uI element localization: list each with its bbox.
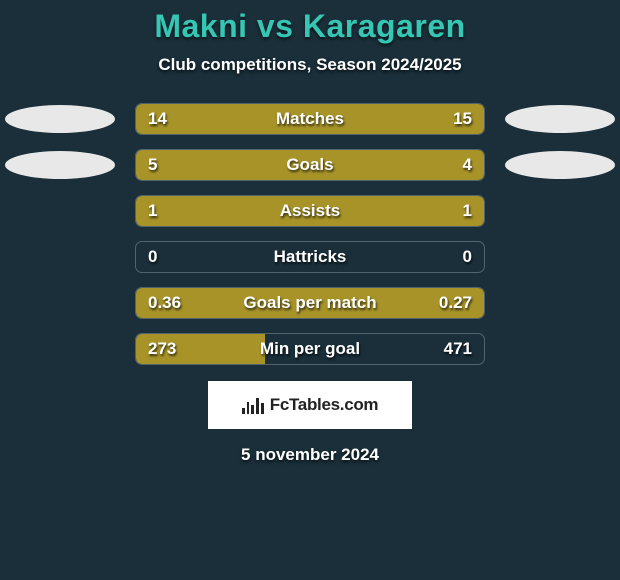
- player-badge-left: [5, 105, 115, 133]
- stats-area: 14 Matches 15 5 Goals 4 1 Assists 1 0 Hattricks 0 0.…: [0, 103, 620, 365]
- fill-right: [331, 150, 484, 180]
- date-label: 5 november 2024: [241, 445, 379, 465]
- stat-bar: 14 Matches 15: [135, 103, 485, 135]
- value-left: 5: [148, 155, 157, 175]
- stat-row: 5 Goals 4: [0, 149, 620, 181]
- player-badge-right: [505, 105, 615, 133]
- page-title: Makni vs Karagaren: [154, 8, 465, 45]
- value-right: 4: [463, 155, 472, 175]
- stat-bar: 1 Assists 1: [135, 195, 485, 227]
- value-right: 471: [444, 339, 472, 359]
- stat-row: 1 Assists 1: [0, 195, 620, 227]
- value-right: 1: [463, 201, 472, 221]
- stat-label: Hattricks: [274, 247, 347, 267]
- stat-row: 0.36 Goals per match 0.27: [0, 287, 620, 319]
- player-badge-right: [505, 151, 615, 179]
- value-right: 0: [463, 247, 472, 267]
- stat-row: 0 Hattricks 0: [0, 241, 620, 273]
- stat-row: 14 Matches 15: [0, 103, 620, 135]
- source-badge: FcTables.com: [208, 381, 412, 429]
- page-subtitle: Club competitions, Season 2024/2025: [158, 55, 461, 75]
- stat-label: Goals per match: [243, 293, 376, 313]
- stat-bar: 5 Goals 4: [135, 149, 485, 181]
- stat-row: 273 Min per goal 471: [0, 333, 620, 365]
- stat-bar: 0 Hattricks 0: [135, 241, 485, 273]
- value-left: 14: [148, 109, 167, 129]
- value-left: 273: [148, 339, 176, 359]
- value-right: 15: [453, 109, 472, 129]
- stat-label: Min per goal: [260, 339, 360, 359]
- value-right: 0.27: [439, 293, 472, 313]
- badge-text: FcTables.com: [270, 395, 379, 415]
- stat-label: Matches: [276, 109, 344, 129]
- value-left: 1: [148, 201, 157, 221]
- stat-bar: 0.36 Goals per match 0.27: [135, 287, 485, 319]
- stat-label: Assists: [280, 201, 340, 221]
- value-left: 0: [148, 247, 157, 267]
- stat-bar: 273 Min per goal 471: [135, 333, 485, 365]
- bars-icon: [242, 396, 264, 414]
- value-left: 0.36: [148, 293, 181, 313]
- comparison-infographic: Makni vs Karagaren Club competitions, Se…: [0, 0, 620, 580]
- player-badge-left: [5, 151, 115, 179]
- stat-label: Goals: [286, 155, 333, 175]
